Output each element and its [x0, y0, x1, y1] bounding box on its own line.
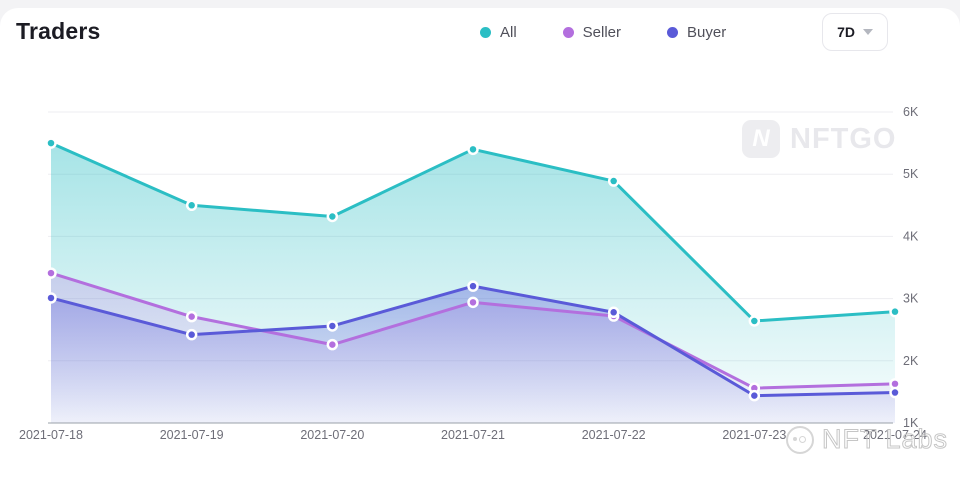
- point-buyer-2021-07-21[interactable]: [467, 280, 479, 292]
- point-seller-2021-07-19[interactable]: [185, 310, 198, 323]
- x-tick-2021-07-22: 2021-07-22: [582, 428, 646, 442]
- point-all-2021-07-19[interactable]: [185, 199, 198, 212]
- chart-legend: All Seller Buyer: [480, 24, 726, 41]
- x-tick-2021-07-23: 2021-07-23: [722, 428, 786, 442]
- y-tick-3K: 3K: [903, 292, 919, 306]
- y-tick-1K: 1K: [903, 416, 919, 430]
- legend-dot-icon: [562, 27, 574, 38]
- x-tick-2021-07-24: 2021-07-24: [863, 428, 927, 442]
- legend-dot-icon: [480, 27, 491, 38]
- page-title: Traders: [16, 18, 101, 44]
- point-seller-2021-07-20[interactable]: [326, 338, 339, 351]
- x-tick-2021-07-19: 2021-07-19: [160, 428, 224, 442]
- y-tick-5K: 5K: [903, 167, 919, 181]
- point-buyer-2021-07-22[interactable]: [607, 306, 620, 319]
- point-seller-2021-07-21[interactable]: [467, 296, 479, 309]
- traders-chart: 1K 2K 3K 4K 5K 6K 2021-07-18 2021-07-19 2021-07-…: [0, 88, 960, 480]
- point-buyer-2021-07-23[interactable]: [748, 389, 761, 402]
- legend-label: Seller: [582, 24, 622, 41]
- point-all-2021-07-21[interactable]: [467, 143, 479, 156]
- y-tick-4K: 4K: [903, 229, 919, 243]
- area-buyer: [51, 286, 895, 423]
- chevron-down-icon: [863, 29, 873, 35]
- y-tick-6K: 6K: [903, 105, 919, 119]
- legend-label: Buyer: [687, 24, 727, 41]
- legend-item-buyer[interactable]: Buyer: [667, 24, 726, 41]
- point-all-2021-07-22[interactable]: [607, 175, 620, 187]
- point-buyer-2021-07-24[interactable]: [889, 386, 901, 399]
- legend-dot-icon: [667, 27, 679, 38]
- point-all-2021-07-23[interactable]: [748, 315, 761, 327]
- y-tick-2K: 2K: [903, 354, 919, 368]
- point-all-2021-07-20[interactable]: [326, 210, 339, 223]
- x-tick-2021-07-20: 2021-07-20: [300, 428, 364, 442]
- point-buyer-2021-07-19[interactable]: [185, 328, 198, 341]
- time-range-value: 7D: [837, 24, 855, 40]
- x-tick-2021-07-18: 2021-07-18: [19, 428, 83, 442]
- chart-canvas: 1K 2K 3K 4K 5K 6K 2021-07-18 2021-07-19 2021-07-…: [19, 105, 927, 442]
- point-all-2021-07-18[interactable]: [45, 137, 57, 149]
- legend-item-seller[interactable]: Seller: [562, 24, 622, 41]
- time-range-dropdown[interactable]: 7D: [822, 13, 888, 51]
- point-buyer-2021-07-18[interactable]: [45, 292, 57, 304]
- legend-label: All: [500, 24, 517, 41]
- point-buyer-2021-07-20[interactable]: [326, 320, 339, 332]
- x-tick-2021-07-21: 2021-07-21: [441, 428, 505, 442]
- legend-item-all[interactable]: All: [480, 24, 517, 41]
- point-seller-2021-07-18[interactable]: [45, 267, 57, 279]
- point-all-2021-07-24[interactable]: [889, 305, 901, 318]
